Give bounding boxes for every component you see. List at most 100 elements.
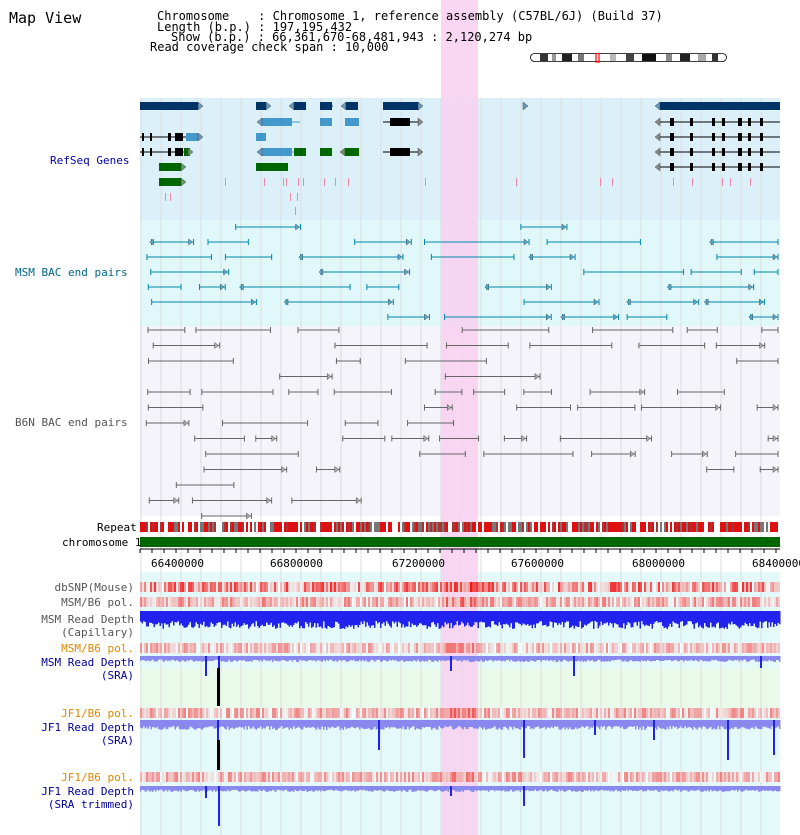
heat-cell — [282, 597, 284, 607]
track-label-msm-b6-pol[interactable]: MSM/B6 pol. — [61, 596, 134, 609]
heat-cell — [272, 708, 274, 718]
depth-bar — [158, 786, 160, 791]
heat-cell — [486, 708, 488, 718]
depth-bar — [201, 656, 203, 662]
heat-cell — [752, 708, 754, 718]
depth-bar — [141, 786, 143, 790]
heat-cell — [312, 597, 314, 607]
heat-cell — [246, 582, 248, 592]
heat-cell — [704, 772, 706, 782]
heat-cell — [422, 597, 424, 607]
depth-bar — [395, 611, 397, 622]
depth-bar — [393, 656, 395, 661]
depth-bar — [767, 786, 769, 792]
heat-cell — [564, 643, 566, 653]
depth-bar — [443, 720, 445, 728]
heat-cell — [772, 643, 774, 653]
depth-bar — [275, 611, 277, 629]
heat-cell — [520, 582, 522, 592]
heat-cell — [506, 597, 508, 607]
heat-cell — [302, 772, 304, 782]
strand-arrow — [251, 298, 256, 306]
heat-cell — [510, 597, 512, 607]
heat-cell — [610, 643, 612, 653]
depth-bar — [215, 720, 217, 729]
track-label-msm-depth-sra[interactable]: MSM Read Depth — [41, 656, 134, 669]
depth-bar — [479, 786, 481, 791]
track-label-repeat[interactable]: Repeat — [97, 521, 137, 534]
depth-bar — [356, 786, 358, 791]
heat-cell — [242, 643, 244, 653]
depth-bar — [731, 786, 733, 791]
track-label-msm-bac[interactable]: MSM BAC end pairs — [15, 266, 128, 279]
heat-cell — [284, 708, 286, 718]
depth-bar — [626, 786, 628, 790]
heat-cell — [730, 708, 732, 718]
heat-cell — [656, 582, 658, 592]
heat-cell — [710, 582, 712, 592]
depth-bar — [441, 786, 443, 792]
heat-cell — [636, 772, 638, 782]
track-label-msm-depth-capillary[interactable]: MSM Read Depth — [41, 613, 134, 626]
depth-bar — [312, 786, 314, 792]
track-label-b6n-bac[interactable]: B6N BAC end pairs — [15, 416, 128, 429]
track-label-jf1-depth-sra[interactable]: JF1 Read Depth — [41, 721, 134, 734]
depth-bar — [383, 720, 385, 730]
depth-bar — [548, 720, 550, 728]
chromosome-ideogram[interactable] — [530, 53, 728, 63]
heat-cell — [212, 643, 214, 653]
heat-cell — [462, 708, 464, 718]
heat-cell — [192, 772, 194, 782]
heat-cell — [246, 708, 248, 718]
track-label-dbsnp[interactable]: dbSNP(Mouse) — [54, 581, 134, 594]
heat-cell — [582, 643, 584, 653]
track-label-jf1-b6-pol-2[interactable]: JF1/B6 pol. — [61, 771, 134, 784]
depth-bar — [599, 720, 601, 730]
depth-bar — [588, 786, 590, 790]
depth-bar — [177, 656, 179, 662]
depth-spike — [523, 720, 525, 758]
heat-cell — [376, 772, 378, 782]
track-label-jf1-depth-trimmed[interactable]: JF1 Read Depth — [41, 785, 134, 798]
repeat-segment — [752, 522, 754, 532]
heat-cell — [520, 708, 522, 718]
heat-cell — [336, 582, 338, 592]
depth-bar — [545, 611, 547, 625]
depth-bar — [170, 656, 172, 661]
heat-cell — [308, 582, 310, 592]
heat-cell — [298, 597, 300, 607]
track-label-msm-b6-pol-sra[interactable]: MSM/B6 pol. — [61, 642, 134, 655]
depth-bar — [327, 656, 329, 662]
depth-bar — [368, 720, 370, 729]
heat-cell — [710, 597, 712, 607]
track-label-jf1-b6-pol[interactable]: JF1/B6 pol. — [61, 707, 134, 720]
heat-cell — [584, 772, 586, 782]
depth-bar — [585, 656, 587, 662]
repeat-segment — [188, 522, 190, 532]
depth-bar — [369, 720, 371, 730]
heat-cell — [242, 582, 244, 592]
depth-bar — [659, 786, 661, 792]
track-label-refseq[interactable]: RefSeq Genes — [50, 154, 130, 167]
repeat-segment — [562, 522, 564, 532]
depth-bar — [690, 656, 692, 660]
depth-bar — [233, 611, 235, 627]
repeat-segment — [738, 522, 740, 532]
depth-bar — [147, 720, 149, 729]
heat-cell — [742, 597, 744, 607]
heat-cell — [194, 708, 196, 718]
heat-cell — [478, 708, 480, 718]
depth-bar — [369, 786, 371, 791]
repeat-segment — [332, 522, 334, 532]
depth-bar — [758, 656, 760, 662]
strand-arrow — [593, 298, 599, 306]
depth-bar — [591, 786, 593, 791]
heat-cell — [410, 708, 412, 718]
depth-bar — [276, 656, 278, 661]
depth-bar — [285, 656, 287, 662]
heat-cell — [438, 772, 440, 782]
depth-bar — [359, 656, 361, 660]
depth-bar — [156, 611, 158, 625]
depth-bar — [750, 656, 752, 660]
heat-cell — [674, 772, 676, 782]
